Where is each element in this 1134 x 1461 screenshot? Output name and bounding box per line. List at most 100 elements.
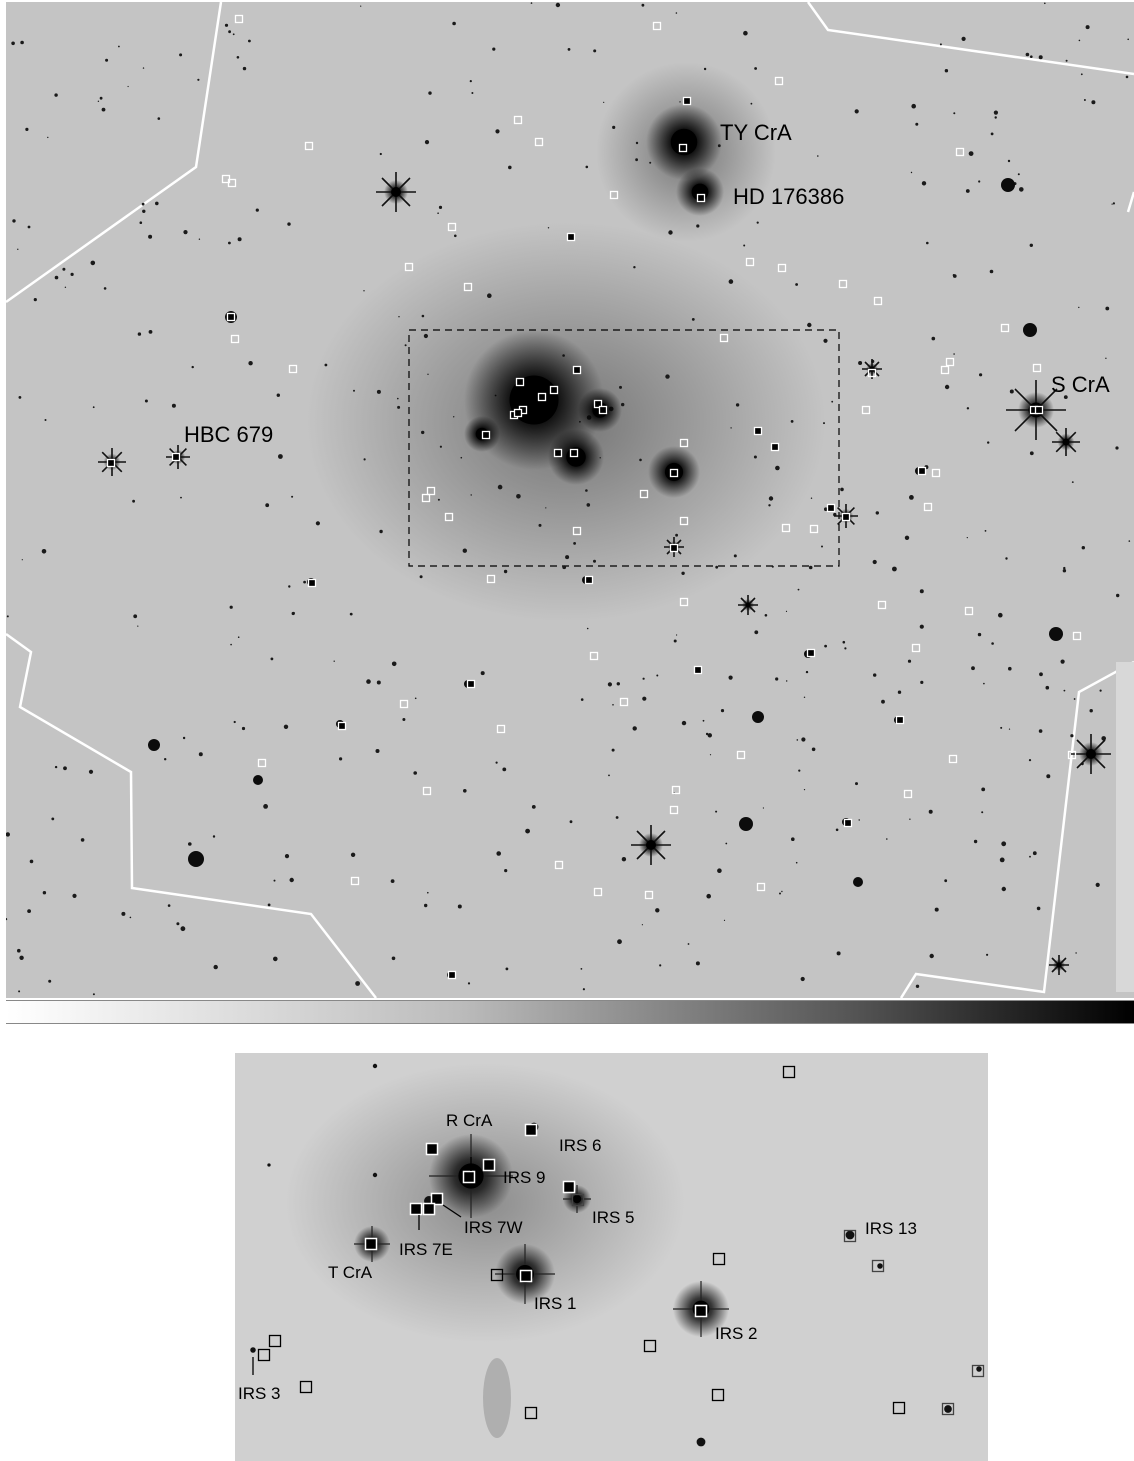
field-star [990,132,994,136]
candidate-marker-filled [1034,405,1044,415]
field-star [427,373,429,375]
field-star [180,926,186,932]
field-star [363,290,365,292]
candidate-marker-filled [917,466,927,476]
field-star [267,903,271,907]
field-star [750,102,753,105]
field-star [968,151,974,157]
candidate-marker-filled [806,648,816,658]
field-star [397,405,401,409]
field-star [454,234,457,238]
label-t-cra: T CrA [328,1263,373,1282]
field-star [127,85,129,88]
field-star [99,96,103,100]
field-star [1073,698,1076,700]
field-star [728,675,733,680]
field-star [157,117,161,120]
field-star [148,234,153,239]
field-star [986,953,989,956]
field-star [324,363,328,367]
inset-marker-filled [694,1304,708,1318]
field-star [978,180,981,183]
field-star [379,152,382,156]
field-star [276,393,280,397]
field-star [183,230,188,235]
field-star [727,126,729,128]
field-star [655,908,660,913]
label-irs-9: IRS 9 [503,1168,546,1187]
field-star [707,733,712,738]
field-star [414,697,417,700]
field-star [427,891,429,894]
field-star [855,782,858,786]
field-star [413,771,418,775]
candidate-marker-open [304,141,314,151]
field-star [824,507,828,512]
candidate-marker-open [671,785,681,795]
field-star [1029,243,1033,247]
field-star [881,699,885,704]
field-star [656,674,659,677]
field-star [921,181,927,186]
field-star [129,916,132,919]
field-star [92,406,95,409]
field-star [928,809,933,814]
field-star [1007,159,1011,163]
label-s-cra: S CrA [1051,372,1110,397]
field-star [768,496,774,501]
field-star [607,682,613,687]
field-star [831,400,834,403]
candidate-marker-filled [696,193,706,203]
field-star [1075,952,1077,954]
field-star [953,353,955,355]
candidate-marker-open [350,876,360,886]
field-star [213,964,218,970]
field-star [781,890,783,893]
candidate-marker-filled [466,679,476,689]
field-star [463,789,467,793]
field-star [821,545,823,548]
candidate-marker-filled [226,312,236,322]
candidate-marker-filled [669,543,679,553]
bright-star-core [670,128,698,156]
field-star [632,726,637,731]
candidate-marker-open [486,574,496,584]
field-star [33,298,37,302]
field-star [90,260,96,266]
field-star [824,644,827,648]
field-star [103,287,107,290]
medium-star [253,775,263,785]
field-star [1045,685,1050,690]
field-star [1081,546,1086,550]
field-star [1060,659,1065,664]
field-star [569,820,573,824]
field-star [72,893,77,899]
field-star [1001,841,1007,847]
field-star [909,818,911,820]
field-star [180,496,182,499]
field-star [263,804,268,809]
field-star [224,23,229,27]
field-star [615,816,619,819]
field-star [681,720,687,726]
inset-star [877,1263,883,1269]
field-star [715,810,718,813]
inset-marker-open [524,1406,538,1420]
field-star [1112,202,1115,205]
field-star [641,924,644,926]
candidate-marker-open [1072,631,1082,641]
field-star [873,673,877,677]
field-star [390,879,395,883]
field-star [858,819,860,821]
inset-canvas [250,1063,985,1447]
inset-star [372,1063,378,1069]
field-star [1038,55,1043,60]
field-star [54,93,58,97]
field-star [353,389,355,392]
field-star [237,636,240,638]
survey-boundary-right-top [1126,191,1134,213]
field-star [48,979,52,983]
candidate-marker-open [513,115,523,125]
field-star [1005,557,1008,560]
inset-marker-grey [941,1402,955,1416]
